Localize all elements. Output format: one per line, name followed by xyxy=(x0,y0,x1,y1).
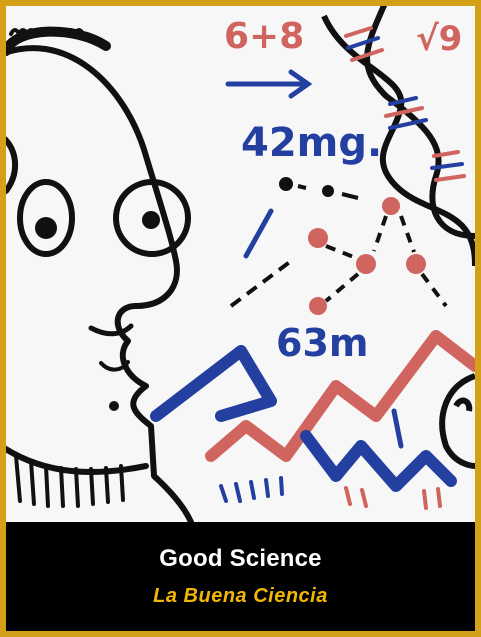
card-title: Good Science xyxy=(159,545,322,572)
caption-bar: Good Science La Buena Ciencia xyxy=(6,522,475,631)
measure-63-text: 63m xyxy=(276,321,368,365)
doodle-canvas: 6+8 √9 42mg. 63m xyxy=(6,6,475,522)
card-subtitle: La Buena Ciencia xyxy=(153,585,328,607)
cartoon-scientist xyxy=(6,26,194,522)
equation-text: 6+8 xyxy=(224,16,304,57)
arrow-icon xyxy=(225,69,313,99)
tally-marks xyxy=(219,476,442,510)
dna-rungs xyxy=(344,26,466,182)
sqrt-text: √9 xyxy=(416,19,462,59)
small-figure-doodle xyxy=(439,373,475,469)
zigzag-doodles xyxy=(150,330,475,492)
measure-42-text: 42mg. xyxy=(241,120,382,166)
whiteboard-illustration: 6+8 √9 42mg. 63m xyxy=(6,6,475,522)
dot-network-icon xyxy=(229,177,448,315)
